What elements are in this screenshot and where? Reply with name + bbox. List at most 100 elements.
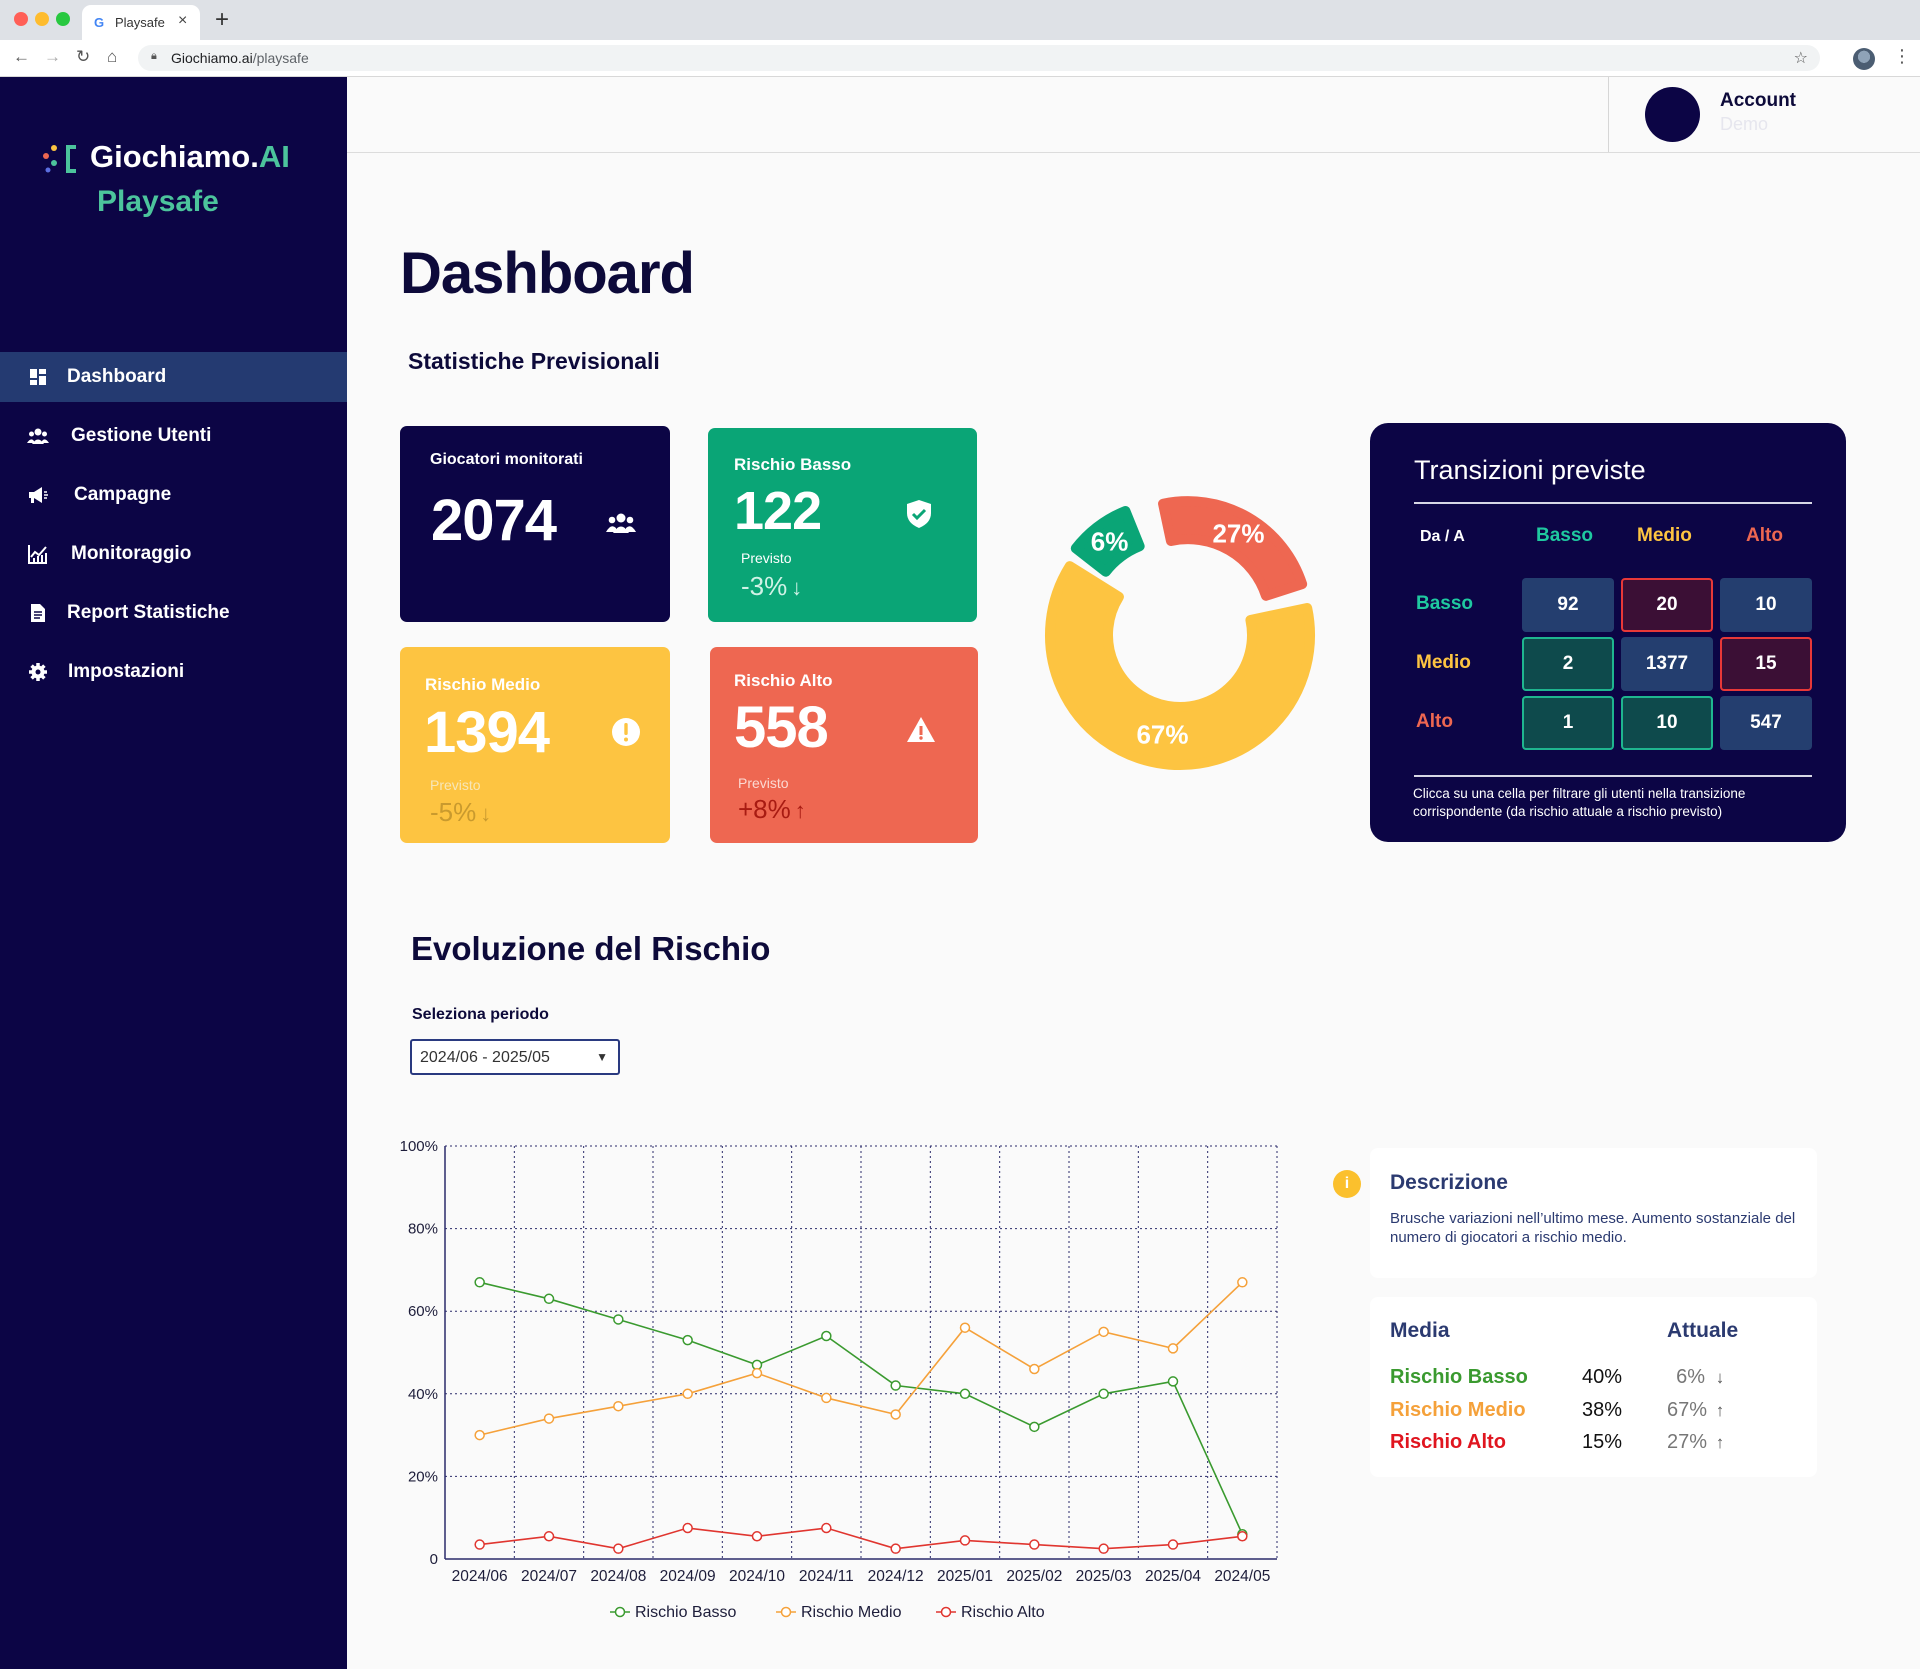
browser-toolbar: ← → ↻ ⌂ 🔒︎ Giochiamo.ai/playsafe ☆ ⋮ bbox=[0, 40, 1920, 77]
x-tick-label: 2024/12 bbox=[868, 1568, 924, 1585]
data-point[interactable] bbox=[959, 1535, 971, 1546]
donut-slice[interactable] bbox=[1070, 505, 1145, 577]
gear-icon bbox=[29, 663, 47, 681]
tab-title: Playsafe bbox=[115, 15, 165, 30]
sidebar-item-monitoraggio[interactable]: Monitoraggio bbox=[0, 529, 347, 579]
data-point[interactable] bbox=[821, 1522, 832, 1534]
sidebar-item-dashboard[interactable]: Dashboard bbox=[0, 352, 347, 402]
column-header-medio: Medio bbox=[1637, 525, 1692, 546]
menu-dots-icon[interactable]: ⋮ bbox=[1893, 46, 1911, 66]
data-point[interactable] bbox=[890, 1409, 901, 1420]
data-point[interactable] bbox=[682, 1522, 693, 1534]
transition-cell[interactable]: 10 bbox=[1621, 696, 1713, 750]
profile-avatar[interactable] bbox=[1853, 48, 1875, 70]
average-value: 40% bbox=[1582, 1366, 1623, 1388]
data-point[interactable] bbox=[474, 1429, 485, 1441]
arrow-up-icon: ↑ bbox=[1711, 1401, 1725, 1420]
sidebar-item-gestione-utenti[interactable]: Gestione Utenti bbox=[0, 411, 347, 461]
arrow-up-icon: ↑ bbox=[1711, 1433, 1725, 1452]
data-point[interactable] bbox=[543, 1413, 555, 1424]
transition-cell[interactable]: 10 bbox=[1720, 578, 1812, 632]
new-tab-button[interactable]: + bbox=[215, 6, 230, 33]
lock-icon: 🔒︎ bbox=[151, 50, 157, 62]
transition-cell[interactable]: 2 bbox=[1522, 637, 1614, 691]
kpi-forecast-label: Previsto bbox=[741, 550, 792, 566]
data-point[interactable] bbox=[1029, 1363, 1040, 1375]
data-point[interactable] bbox=[543, 1531, 555, 1542]
data-point[interactable] bbox=[959, 1322, 971, 1333]
forward-arrow-icon[interactable]: → bbox=[44, 47, 61, 66]
reload-icon[interactable]: ↻ bbox=[76, 47, 91, 66]
data-point[interactable] bbox=[751, 1367, 763, 1379]
sidebar-item-impostazioni[interactable]: Impostazioni bbox=[0, 647, 347, 697]
account-avatar[interactable] bbox=[1645, 87, 1700, 142]
account-name[interactable]: Account bbox=[1720, 90, 1796, 111]
data-point[interactable] bbox=[1237, 1277, 1248, 1288]
sidebar-item-campagne[interactable]: Campagne bbox=[0, 470, 347, 520]
y-tick-label: 20% bbox=[408, 1468, 438, 1485]
transition-cell[interactable]: 1377 bbox=[1621, 637, 1713, 691]
data-point[interactable] bbox=[613, 1543, 624, 1554]
period-select[interactable]: 2024/06 - 2025/05 ▼ bbox=[410, 1039, 620, 1075]
kpi-card-monitored[interactable]: Giocatori monitorati 2074 bbox=[400, 426, 670, 622]
kpi-card-rischio-alto[interactable]: Rischio Alto 558 Previsto +8% ↑ bbox=[710, 647, 978, 843]
tab-close-icon[interactable]: × bbox=[178, 12, 188, 29]
back-arrow-icon[interactable]: ← bbox=[13, 47, 30, 66]
data-point[interactable] bbox=[1167, 1376, 1179, 1387]
sidebar-item-report-statistiche[interactable]: Report Statistiche bbox=[0, 588, 347, 638]
donut-slice[interactable] bbox=[1158, 496, 1308, 601]
kpi-value: 1394 bbox=[424, 700, 550, 765]
transition-cell[interactable]: 20 bbox=[1621, 578, 1713, 632]
data-point[interactable] bbox=[1237, 1531, 1248, 1542]
kpi-card-rischio-basso[interactable]: Rischio Basso 122 Previsto -3% ↓ bbox=[708, 428, 977, 622]
shield-check-icon bbox=[907, 500, 931, 528]
legend-label[interactable]: Rischio Basso bbox=[635, 1604, 736, 1621]
y-tick-label: 40% bbox=[408, 1386, 438, 1403]
section-title-statistiche: Statistiche Previsionali bbox=[408, 348, 660, 374]
row-header-alto: Alto bbox=[1416, 711, 1453, 732]
data-point[interactable] bbox=[543, 1293, 555, 1305]
transition-cell[interactable]: 15 bbox=[1720, 637, 1812, 691]
window-zoom-button[interactable] bbox=[56, 12, 70, 26]
data-point[interactable] bbox=[1098, 1326, 1109, 1338]
data-point[interactable] bbox=[1029, 1539, 1040, 1550]
series-line bbox=[479, 1281, 1244, 1535]
data-point[interactable] bbox=[474, 1539, 485, 1550]
data-point[interactable] bbox=[1098, 1543, 1109, 1554]
kpi-value: 2074 bbox=[431, 488, 557, 553]
data-point[interactable] bbox=[613, 1400, 624, 1412]
browser-tab[interactable]: G Playsafe × bbox=[82, 5, 200, 40]
home-icon[interactable]: ⌂ bbox=[107, 47, 118, 66]
donut-slice-label: 67% bbox=[1136, 719, 1188, 749]
kpi-value: 122 bbox=[734, 481, 822, 541]
data-point[interactable] bbox=[474, 1277, 485, 1288]
sidebar-item-label: Campagne bbox=[74, 484, 172, 505]
data-point[interactable] bbox=[751, 1531, 763, 1542]
data-point[interactable] bbox=[959, 1388, 971, 1400]
data-point[interactable] bbox=[1029, 1421, 1040, 1433]
data-point[interactable] bbox=[1167, 1539, 1179, 1550]
data-point[interactable] bbox=[890, 1543, 901, 1554]
data-point[interactable] bbox=[682, 1334, 693, 1346]
donut-slice[interactable] bbox=[1045, 561, 1315, 770]
data-point[interactable] bbox=[821, 1330, 832, 1342]
star-icon[interactable]: ☆ bbox=[1793, 50, 1808, 67]
legend-label[interactable]: Rischio Alto bbox=[961, 1604, 1045, 1621]
data-point[interactable] bbox=[821, 1392, 832, 1404]
data-point[interactable] bbox=[613, 1314, 624, 1325]
window-close-button[interactable] bbox=[14, 12, 28, 26]
legend-label[interactable]: Rischio Medio bbox=[801, 1604, 902, 1621]
product-name: Playsafe bbox=[97, 185, 219, 218]
data-point[interactable] bbox=[1167, 1343, 1179, 1354]
kpi-forecast-label: Previsto bbox=[430, 777, 481, 793]
kpi-card-rischio-medio[interactable]: Rischio Medio 1394 Previsto -5% ↓ bbox=[400, 647, 670, 843]
window-minimize-button[interactable] bbox=[35, 12, 49, 26]
transition-cell[interactable]: 1 bbox=[1522, 696, 1614, 750]
address-bar[interactable]: 🔒︎ Giochiamo.ai/playsafe ☆ bbox=[138, 45, 1820, 71]
current-value: 67% ↑ bbox=[1667, 1399, 1725, 1421]
data-point[interactable] bbox=[890, 1380, 901, 1391]
transition-cell[interactable]: 547 bbox=[1720, 696, 1812, 750]
data-point[interactable] bbox=[682, 1388, 693, 1400]
data-point[interactable] bbox=[1098, 1388, 1109, 1400]
transition-cell[interactable]: 92 bbox=[1522, 578, 1614, 632]
